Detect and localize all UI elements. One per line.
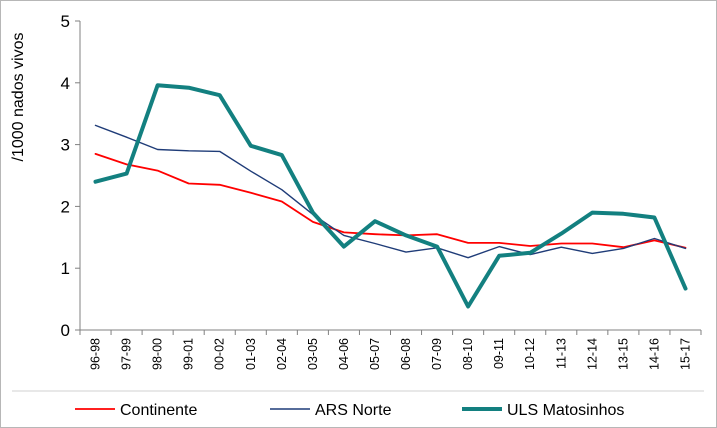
legend-label-ars-norte: ARS Norte <box>315 402 392 419</box>
x-tick-label: 96-98 <box>89 338 103 370</box>
y-axis-label: /1000 nados vivos <box>10 33 27 162</box>
x-tick-label: 03-05 <box>306 338 320 370</box>
x-tick-label: 11-13 <box>554 338 568 369</box>
x-tick-label: 01-03 <box>244 338 258 370</box>
y-tick-label: 4 <box>61 74 70 93</box>
y-tick-label: 3 <box>61 136 70 155</box>
x-tick-label: 99-01 <box>182 338 196 370</box>
series-line-continente <box>94 152 687 249</box>
x-tick-label: 00-02 <box>213 338 227 370</box>
x-tick-label: 08-10 <box>461 338 475 370</box>
x-tick-label: 02-04 <box>275 338 289 370</box>
plot-area: 0 1 2 3 4 5 96-98 97-99 98-00 99-01 00-02 01-03 02-0… <box>61 12 702 370</box>
x-tick-label: 06-08 <box>399 338 413 370</box>
legend-label-continente: Continente <box>120 402 197 419</box>
series-line-ars-norte <box>94 124 687 259</box>
y-tick-label: 0 <box>61 321 70 340</box>
y-tick-label: 5 <box>61 12 70 31</box>
series-line-uls-matosinhos <box>93 83 688 309</box>
legend-label-uls-matosinhos: ULS Matosinhos <box>507 402 624 419</box>
x-tick-label: 10-12 <box>523 338 537 370</box>
x-tick-label: 97-99 <box>120 338 134 370</box>
x-tick-label: 98-00 <box>151 338 165 370</box>
x-tick-label: 04-06 <box>337 338 351 370</box>
x-tick-label: 05-07 <box>368 338 382 370</box>
x-tick-label: 12-14 <box>585 338 599 370</box>
x-tick-label: 09-11 <box>492 338 506 369</box>
legend: Continente ARS Norte ULS Matosinhos <box>75 402 624 419</box>
x-tick-label: 07-09 <box>430 338 444 370</box>
x-tick-label: 15-17 <box>678 338 692 370</box>
y-tick-label: 1 <box>61 259 70 278</box>
x-tick-label: 14-16 <box>647 338 661 370</box>
x-tick-label: 13-15 <box>616 338 630 370</box>
y-tick-label: 2 <box>61 197 70 216</box>
